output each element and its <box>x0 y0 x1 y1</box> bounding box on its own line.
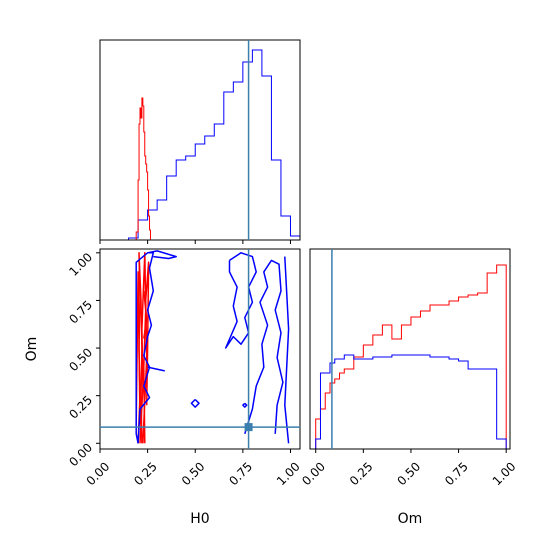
contour-series-1-level-1 <box>147 250 177 260</box>
x-tick-label: 0.25 <box>131 459 160 488</box>
contour-series-1-level-0 <box>135 252 155 444</box>
y-tick-label: 0.75 <box>66 298 95 327</box>
x-tick-label: 0.50 <box>179 459 208 488</box>
x-tick-label: 1.00 <box>490 459 519 488</box>
y-tick-label: 0.25 <box>66 393 95 422</box>
contour-series-1-level-7 <box>242 402 248 408</box>
hist-series-1-line <box>135 97 151 240</box>
hist-series-1-line <box>315 354 507 449</box>
contour-series-1-level-3 <box>244 259 284 435</box>
y-tick-label: 0.00 <box>66 441 95 470</box>
hist-series-0-line <box>128 49 301 240</box>
x-tick-label: 0.50 <box>395 459 424 488</box>
x-axis-label: Om <box>398 511 423 527</box>
x-tick-label: 0.75 <box>442 459 471 488</box>
x-tick-label: 1.00 <box>274 459 303 488</box>
x-tick-label: 0.00 <box>299 459 328 488</box>
contour-series-1-level-2 <box>147 366 165 372</box>
x-axis-label: H0 <box>190 511 209 527</box>
hist-series-0-line <box>315 264 507 449</box>
contour-series-0-level-2 <box>142 261 150 444</box>
panel-frame <box>309 248 511 450</box>
panel-frame <box>99 39 301 241</box>
y-axis-label: Om <box>24 337 40 362</box>
contour-h0-om-panel: 0.00 0.25 0.50 0.75 1.00 H0 0.00 0.25 0.50 0.75 1.… <box>24 248 303 527</box>
truth-point-marker <box>244 423 253 432</box>
histogram-h0-panel <box>99 39 301 244</box>
contour-series-1-level-5 <box>284 256 290 444</box>
contour-series-0-level-3 <box>143 290 148 339</box>
contour-series-1-level-4 <box>224 252 257 349</box>
x-tick-label: 0.00 <box>84 459 113 488</box>
y-tick-label: 1.00 <box>66 250 95 279</box>
contour-series-0-level-1 <box>139 252 147 444</box>
x-tick-label: 0.25 <box>347 459 376 488</box>
contour-series-1-level-6 <box>190 398 200 408</box>
x-tick-label: 0.75 <box>226 459 255 488</box>
panel-frame <box>99 248 301 450</box>
histogram-om-panel: 0.00 0.25 0.50 0.75 1.00 Om <box>299 248 519 527</box>
y-tick-label: 0.50 <box>66 345 95 374</box>
